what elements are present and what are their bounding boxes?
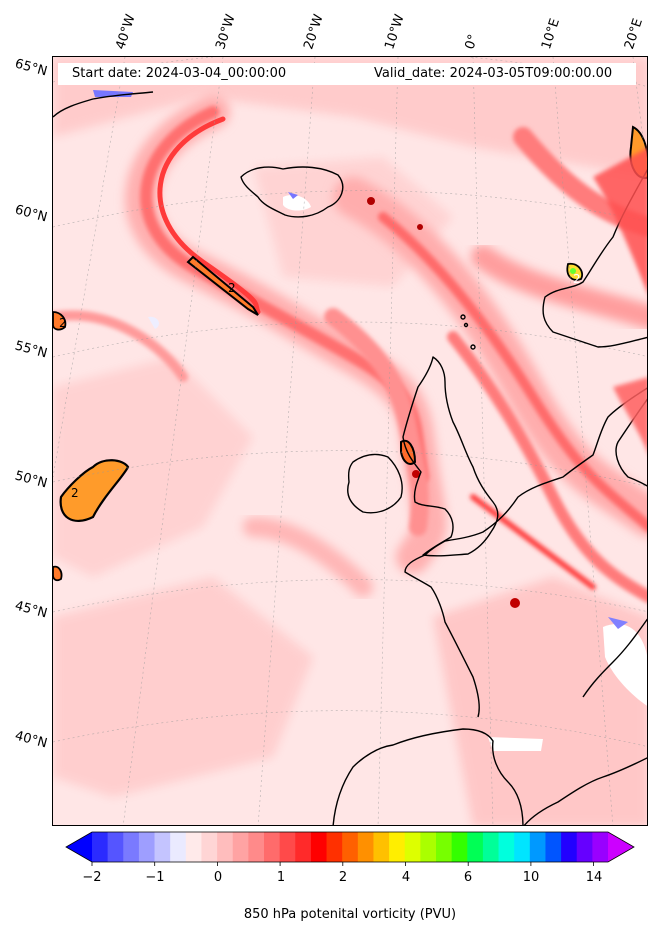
start-date-label: Start date: 2024-03-04_00:00:00 xyxy=(72,66,287,81)
colorbar-cell xyxy=(451,832,468,862)
colorbar-cell xyxy=(561,832,578,862)
colorbar-cell xyxy=(279,832,296,862)
colorbar-cell xyxy=(201,832,218,862)
colorbar-cell xyxy=(357,832,374,862)
colorbar-cell xyxy=(107,832,124,862)
colorbar xyxy=(65,831,635,866)
colorbar-cell xyxy=(232,832,249,862)
colorbar-cell xyxy=(404,832,421,862)
lon-label-10w: 10°W xyxy=(382,12,408,52)
pv-low-regions xyxy=(53,57,647,825)
colorbar-ticks xyxy=(91,862,594,866)
colorbar-outline xyxy=(65,831,635,863)
colorbar-cell xyxy=(92,832,109,862)
colorbar-cell xyxy=(436,832,453,862)
colorbar-tick-label: 2 xyxy=(338,870,348,885)
colorbar-cell xyxy=(545,832,562,862)
lat-label-45n: 45°N xyxy=(13,598,49,622)
colorbar-cell xyxy=(373,832,390,862)
colorbar-title: 850 hPa potenital vorticity (PVU) xyxy=(243,907,457,922)
lat-label-65n: 65°N xyxy=(13,56,49,80)
lat-label-55n: 55°N xyxy=(13,338,49,362)
colorbar-tick-label: 0 xyxy=(213,870,223,885)
colorbar-cell xyxy=(498,832,515,862)
lon-label-40w: 40°W xyxy=(113,12,139,52)
colorbar-tick-label: 14 xyxy=(585,870,603,885)
lat-label-60n: 60°N xyxy=(13,202,49,226)
colorbar-cell xyxy=(592,832,609,862)
colorbar-tick-label: −1 xyxy=(145,870,165,885)
pv-negative-patches xyxy=(93,90,647,751)
colorbar-cell xyxy=(342,832,359,862)
colorbar-tick-label: 1 xyxy=(276,870,286,885)
colorbar-cell xyxy=(264,832,281,862)
lat-label-40n: 40°N xyxy=(13,728,49,752)
colorbar-cell xyxy=(138,832,156,862)
pv-streamers xyxy=(53,95,647,603)
colorbar-cell xyxy=(514,832,531,862)
colorbar-tick-label: 10 xyxy=(522,870,540,885)
contour-label-2: 2 xyxy=(71,486,79,500)
colorbar-cell xyxy=(389,832,406,862)
colorbar-cell xyxy=(529,832,546,862)
colorbar-cell xyxy=(248,832,265,862)
lon-label-20e: 20°E xyxy=(622,16,646,52)
colorbar-cell xyxy=(326,832,343,862)
colorbar-cell xyxy=(217,832,234,862)
colorbar-extend-min xyxy=(66,832,92,862)
lon-label-20w: 20°W xyxy=(301,12,327,52)
colorbar-tick-label: 4 xyxy=(401,870,411,885)
contour-label-3: 2 xyxy=(573,272,581,286)
map-header-band xyxy=(58,63,636,85)
colorbar-cells xyxy=(65,831,635,863)
colorbar-extend-max xyxy=(608,832,634,862)
colorbar-cell xyxy=(185,832,202,862)
pv-field-map: 2 2 2 2 xyxy=(53,57,647,825)
lon-label-10e: 10°E xyxy=(539,16,563,52)
colorbar-cell xyxy=(420,832,437,862)
colorbar-cell xyxy=(467,832,484,862)
map-panel[interactable]: 2 2 2 2 xyxy=(52,56,648,826)
colorbar-cell xyxy=(482,832,500,862)
lon-label-30w: 30°W xyxy=(213,12,239,52)
colorbar-cell xyxy=(170,832,187,862)
contour-label-4: 2 xyxy=(59,316,67,330)
lon-label-0: 0° xyxy=(462,32,482,52)
colorbar-tick-label: −2 xyxy=(82,870,102,885)
colorbar-cell xyxy=(123,832,140,862)
colorbar-cell xyxy=(310,832,328,862)
colorbar-cell xyxy=(576,832,593,862)
colorbar-cell xyxy=(154,832,171,862)
pv-high-scandinavia xyxy=(593,148,647,452)
contour-label-1: 2 xyxy=(228,281,236,295)
colorbar-cell xyxy=(295,832,312,862)
colorbar-tick-label: 6 xyxy=(463,870,473,885)
valid-date-label: Valid_date: 2024-03-05T09:00:00.00 xyxy=(374,66,613,81)
lat-label-50n: 50°N xyxy=(13,468,49,492)
